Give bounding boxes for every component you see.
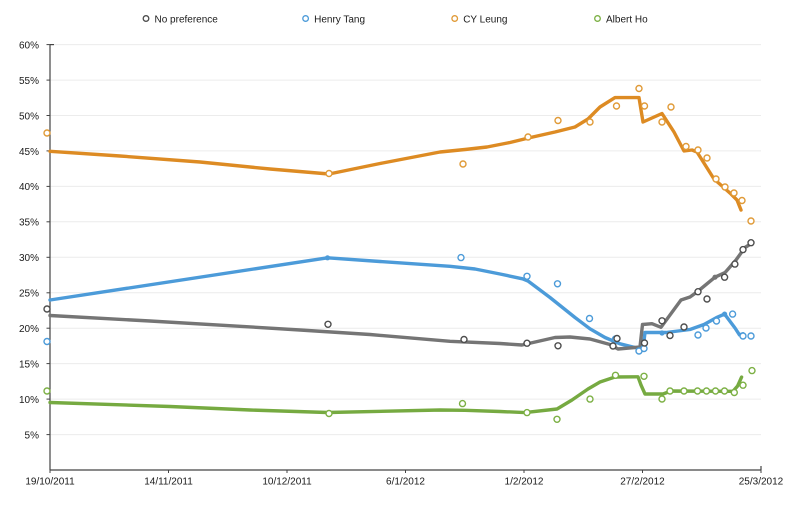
svg-text:35%: 35% <box>19 218 39 229</box>
svg-text:14/11/2011: 14/11/2011 <box>144 477 193 488</box>
svg-text:25%: 25% <box>19 289 39 300</box>
svg-text:25/3/2012: 25/3/2012 <box>739 477 784 488</box>
svg-text:55%: 55% <box>19 76 39 87</box>
svg-text:Albert Ho: Albert Ho <box>606 15 648 26</box>
svg-text:20%: 20% <box>19 324 39 335</box>
svg-text:15%: 15% <box>19 359 39 370</box>
svg-text:45%: 45% <box>19 147 39 158</box>
svg-text:10/12/2011: 10/12/2011 <box>262 477 312 488</box>
svg-text:27/2/2012: 27/2/2012 <box>620 477 665 488</box>
svg-text:60%: 60% <box>19 40 39 51</box>
svg-text:CY Leung: CY Leung <box>463 15 507 26</box>
svg-text:Henry Tang: Henry Tang <box>314 15 365 26</box>
svg-text:50%: 50% <box>19 111 39 122</box>
svg-text:30%: 30% <box>19 253 39 264</box>
svg-text:40%: 40% <box>19 182 39 193</box>
svg-text:No preference: No preference <box>155 15 219 26</box>
svg-text:19/10/2011: 19/10/2011 <box>25 477 75 488</box>
svg-text:10%: 10% <box>19 395 39 406</box>
svg-text:5%: 5% <box>25 430 40 441</box>
svg-text:6/1/2012: 6/1/2012 <box>386 477 425 488</box>
svg-text:1/2/2012: 1/2/2012 <box>505 477 544 488</box>
